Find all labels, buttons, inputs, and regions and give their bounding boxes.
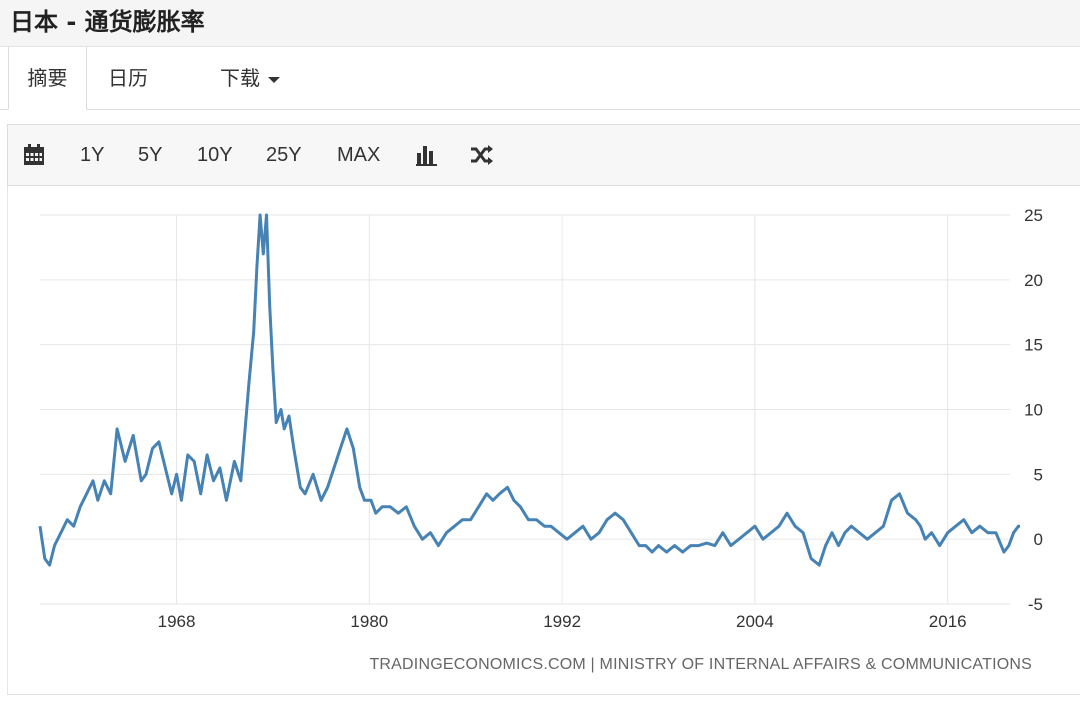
caret-down-icon	[268, 76, 280, 83]
shuffle-icon[interactable]	[470, 143, 494, 167]
panel-bottom-border	[7, 694, 1080, 695]
y-tick-label: 5	[1034, 465, 1043, 484]
inflation-chart: 25 20 15 10 5 0 -5 1968 1980 1992 2004 2016	[38, 206, 1043, 631]
x-tick-label: 2016	[929, 612, 967, 631]
range-10y-button[interactable]: 10Y	[197, 144, 233, 166]
tab-calendar[interactable]: 日历	[108, 66, 148, 90]
chart-grid	[40, 214, 1010, 605]
page-title: 日本 - 通货膨胀率	[10, 8, 205, 36]
chart-toolbar: 1Y 5Y 10Y 25Y MAX	[7, 124, 1080, 186]
tab-bar: 摘要 日历 下载	[0, 47, 1080, 110]
x-axis: 1968 1980 1992 2004 2016	[158, 612, 967, 631]
title-bar: 日本 - 通货膨胀率	[0, 0, 1080, 47]
series-line	[38, 213, 1020, 567]
panel-left-border	[7, 186, 8, 694]
range-1y-button[interactable]: 1Y	[80, 144, 105, 166]
y-axis: 25 20 15 10 5 0 -5	[1024, 206, 1043, 614]
y-tick-label: 15	[1024, 336, 1043, 355]
y-tick-label: 20	[1024, 271, 1043, 290]
tab-summary[interactable]: 摘要	[8, 47, 87, 110]
y-tick-label: -5	[1028, 595, 1043, 614]
tab-download-label: 下载	[220, 66, 260, 90]
calendar-icon[interactable]	[22, 143, 46, 167]
range-25y-button[interactable]: 25Y	[266, 144, 302, 166]
range-5y-button[interactable]: 5Y	[138, 144, 163, 166]
x-tick-label: 2004	[736, 612, 774, 631]
bar-chart-icon[interactable]	[415, 143, 439, 167]
source-attribution: TRADINGECONOMICS.COM | MINISTRY OF INTER…	[369, 656, 1032, 673]
range-max-button[interactable]: MAX	[337, 144, 381, 166]
tab-download[interactable]: 下载	[220, 47, 280, 109]
x-tick-label: 1992	[543, 612, 581, 631]
y-tick-label: 0	[1034, 530, 1043, 549]
y-tick-label: 10	[1024, 401, 1043, 420]
x-tick-label: 1968	[158, 612, 196, 631]
x-tick-label: 1980	[350, 612, 388, 631]
y-tick-label: 25	[1024, 206, 1043, 225]
